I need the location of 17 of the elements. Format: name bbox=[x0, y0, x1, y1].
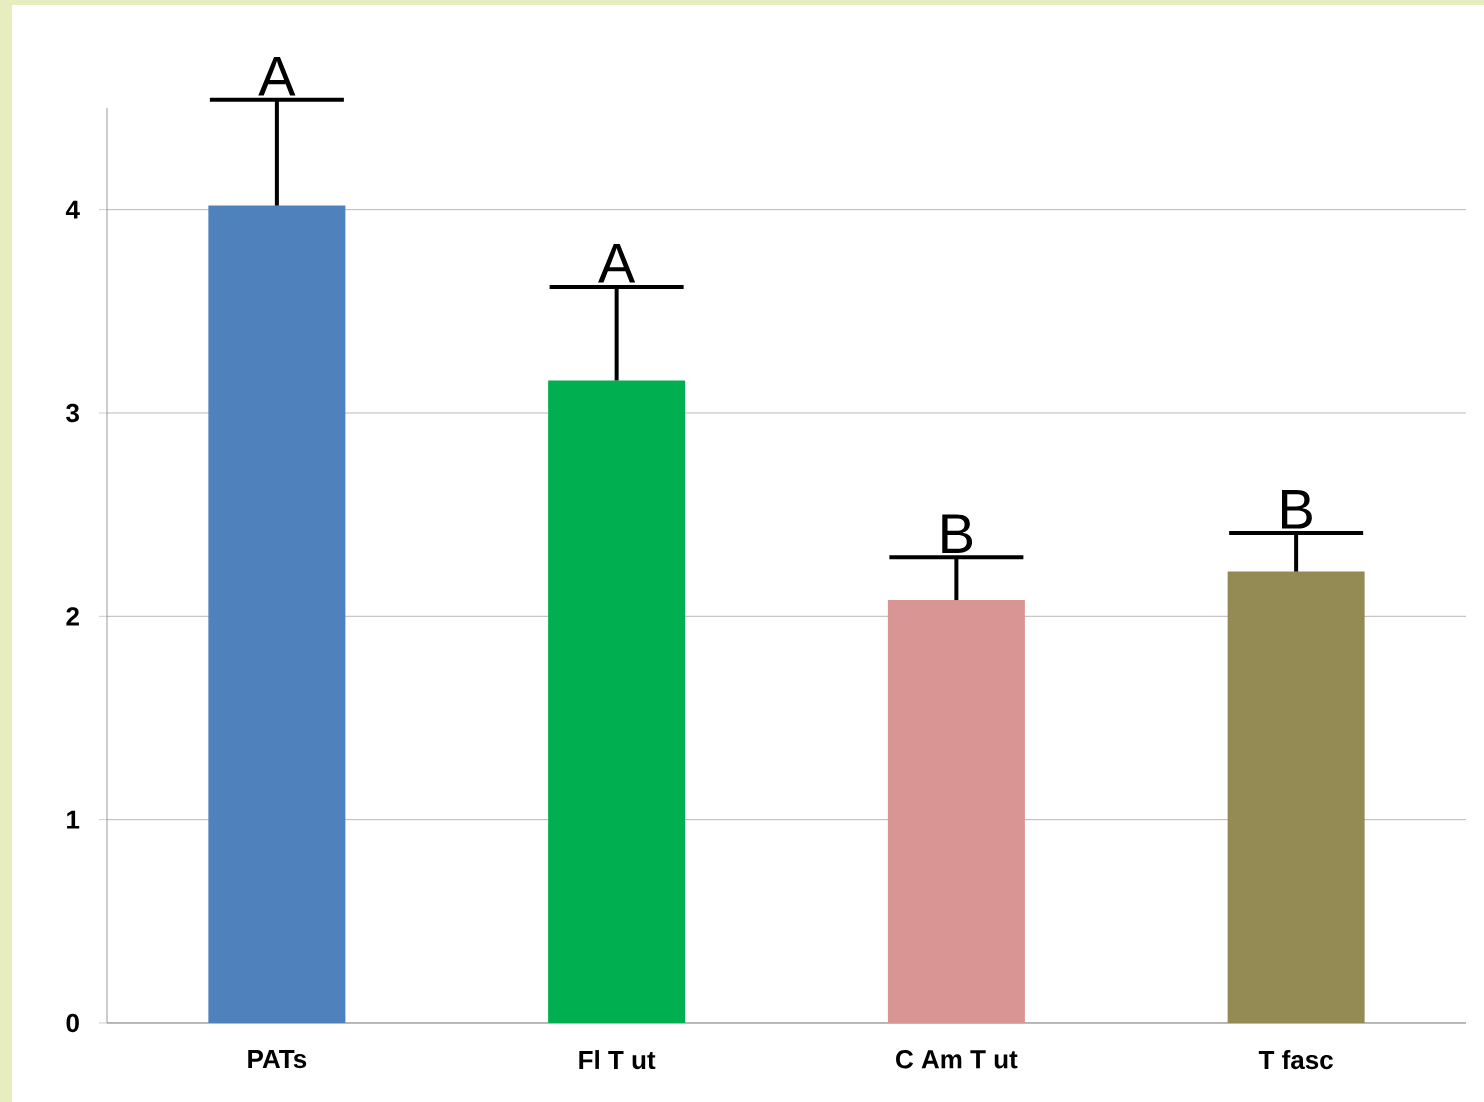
bar bbox=[887, 600, 1025, 1023]
x-tick-label: Fl T ut bbox=[579, 1050, 656, 1070]
y-tick-label: 0 bbox=[66, 1013, 79, 1033]
annotation: B bbox=[1282, 490, 1312, 529]
annotation: A bbox=[598, 244, 636, 283]
y-tick-label: 2 bbox=[66, 607, 79, 626]
y-tick-label: 1 bbox=[67, 810, 80, 829]
y-tick-label: 4 bbox=[65, 200, 80, 219]
x-tick-label: T fasc bbox=[1258, 1050, 1333, 1070]
annotation: B bbox=[942, 514, 973, 553]
bar bbox=[208, 205, 346, 1023]
y-tick-label: 3 bbox=[66, 403, 79, 423]
bar bbox=[1227, 571, 1365, 1023]
x-tick-label: PATs bbox=[248, 1050, 307, 1069]
text: A bbox=[258, 56, 296, 96]
bar bbox=[548, 380, 686, 1023]
x-tick-label: C Am T ut bbox=[896, 1050, 1018, 1069]
